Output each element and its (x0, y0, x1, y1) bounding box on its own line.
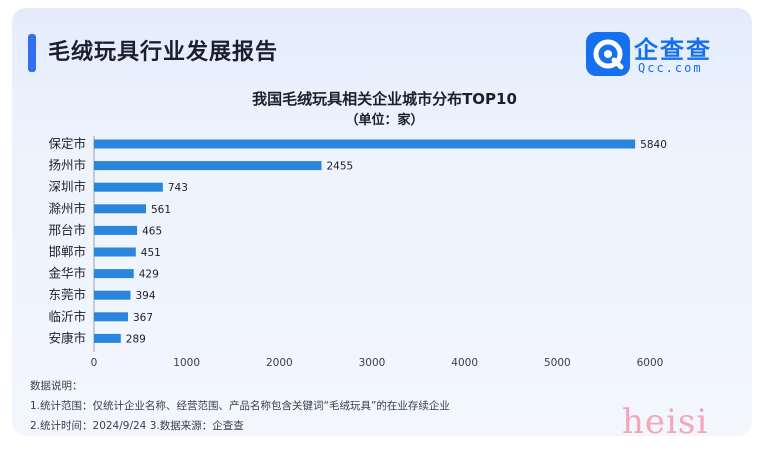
category-label: 安康市 (48, 330, 86, 345)
bar-value-label: 561 (151, 204, 171, 216)
notes-line-1: 1.统计范围：仅统计企业名称、经营范围、产品名称包含关键词“毛绒玩具”的在业存续… (30, 400, 450, 412)
bar-value-label: 394 (136, 290, 156, 302)
x-tick-label: 6000 (637, 357, 664, 369)
bar-value-label: 5840 (640, 139, 667, 151)
category-label: 临沂市 (48, 309, 86, 324)
report-card (12, 8, 752, 436)
bar (94, 333, 121, 343)
bar (94, 290, 131, 300)
category-label: 邯郸市 (48, 244, 86, 259)
bar (94, 247, 136, 257)
bar (94, 161, 322, 171)
chart-title: 我国毛绒玩具相关企业城市分布TOP10 (252, 90, 517, 108)
data-notes: 数据说明： 1.统计范围：仅统计企业名称、经营范围、产品名称包含关键词“毛绒玩具… (30, 376, 450, 436)
bar-value-label: 465 (142, 225, 162, 237)
x-tick-label: 2000 (266, 357, 293, 369)
bar (94, 312, 129, 322)
report-title: 毛绒玩具行业发展报告 (48, 40, 279, 65)
x-tick-label: 1000 (173, 357, 200, 369)
bar (94, 225, 138, 235)
bar-value-label: 429 (139, 269, 159, 281)
qcc-logo: 企查查 Qcc.com (586, 30, 736, 78)
logo-text-cn: 企查查 (634, 36, 712, 64)
category-label: 保定市 (48, 136, 86, 151)
qcc-logo-icon (586, 32, 630, 76)
category-label: 扬州市 (48, 158, 86, 173)
x-tick-label: 0 (91, 357, 98, 369)
x-tick-label: 4000 (451, 357, 478, 369)
watermark: heisi (622, 402, 709, 442)
category-label: 东莞市 (48, 287, 86, 302)
category-label: 深圳市 (48, 179, 86, 194)
x-tick-label: 5000 (544, 357, 571, 369)
bar-value-label: 289 (126, 333, 146, 345)
x-tick-label: 3000 (359, 357, 386, 369)
chart-subtitle: （单位：家） (345, 113, 424, 128)
bar-value-label: 451 (141, 247, 161, 259)
bar (94, 139, 636, 149)
notes-heading: 数据说明： (30, 380, 83, 392)
notes-line-2: 2.统计时间：2024/9/24 3.数据来源：企查查 (30, 420, 244, 432)
category-label: 邢台市 (48, 222, 86, 237)
bar (94, 204, 146, 214)
bar-value-label: 367 (133, 312, 153, 324)
header-accent-bar (28, 34, 36, 72)
bar-value-label: 743 (168, 182, 188, 194)
bar-value-label: 2455 (326, 161, 353, 173)
category-label: 金华市 (48, 266, 86, 281)
logo-text-en: Qcc.com (638, 61, 703, 75)
bar (94, 269, 134, 279)
bar (94, 182, 163, 192)
category-label: 滁州市 (48, 201, 86, 216)
